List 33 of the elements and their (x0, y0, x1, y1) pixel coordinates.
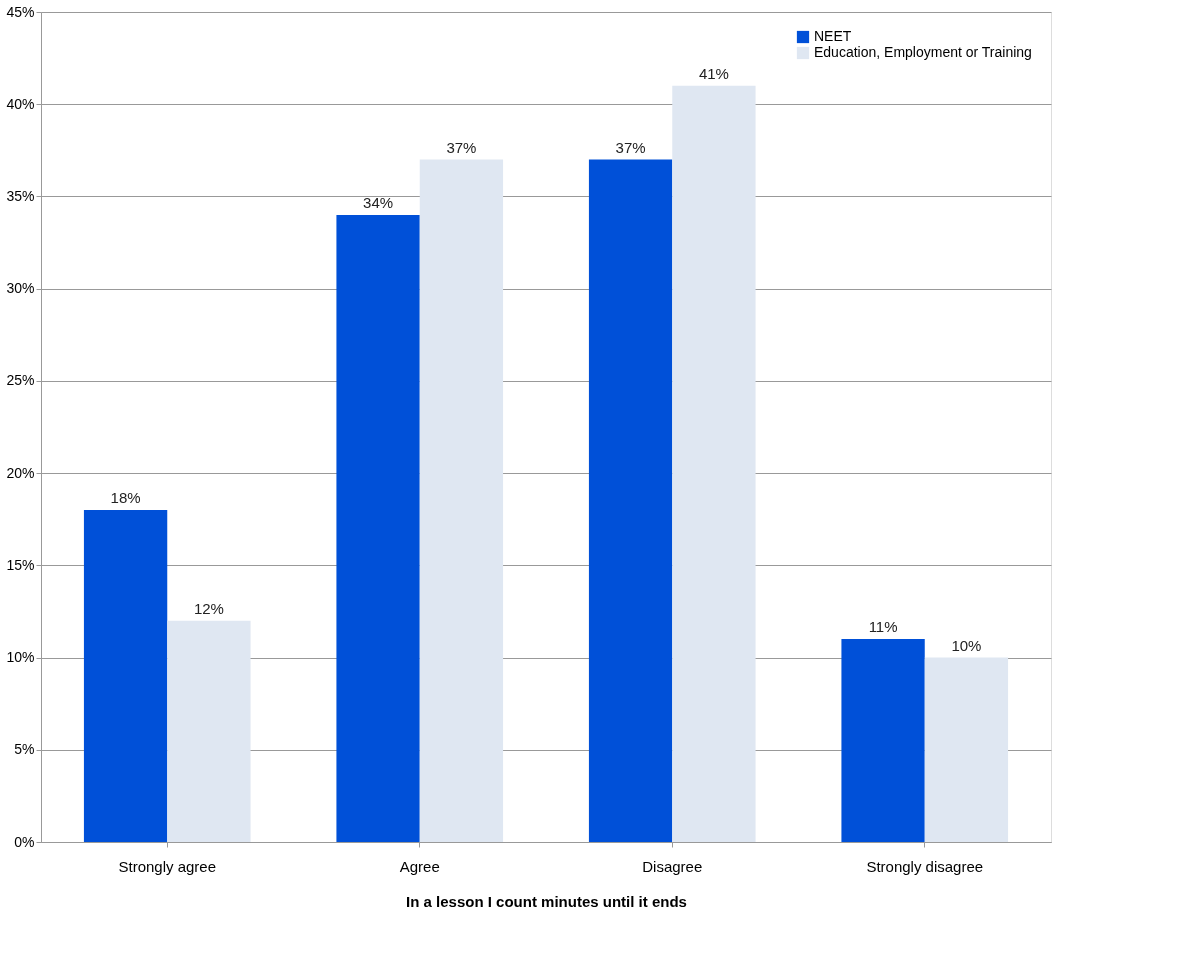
data-label: 10% (951, 636, 982, 654)
bar (83, 510, 168, 842)
y-tick-label: 30% (6, 280, 35, 297)
data-label: 37% (615, 138, 646, 156)
data-label: 37% (446, 138, 477, 156)
data-label: 34% (363, 193, 394, 211)
x-tick-label: Agree (399, 857, 440, 875)
y-tick-label: 35% (6, 187, 35, 204)
y-tick-label: 5% (14, 741, 35, 758)
bar (167, 620, 251, 842)
y-tick-label: 15% (6, 556, 35, 573)
y-tick-label: 25% (6, 372, 35, 389)
bar (841, 639, 925, 842)
bar (336, 214, 420, 842)
data-label: 12% (193, 599, 224, 617)
bar (588, 159, 673, 842)
x-tick-label: Strongly disagree (866, 857, 984, 875)
bar (924, 657, 1009, 842)
y-tick-label: 45% (6, 3, 35, 20)
data-label: 18% (110, 489, 141, 506)
y-tick-label: 10% (6, 649, 35, 666)
legend-label: Education, Employment or Training (814, 44, 1032, 60)
data-label: 41% (698, 64, 729, 82)
x-tick-label: Strongly agree (118, 857, 217, 875)
bar (419, 159, 504, 842)
legend-label: NEET (814, 28, 852, 44)
y-tick-label: 0% (14, 833, 35, 850)
bar (672, 85, 756, 842)
y-tick-label: 40% (6, 95, 35, 112)
x-tick-label: Disagree (642, 857, 703, 875)
x-axis-title: In a lesson I count minutes until it ends (406, 892, 687, 910)
y-tick-label: 20% (6, 464, 35, 481)
data-label: 11% (868, 618, 898, 636)
